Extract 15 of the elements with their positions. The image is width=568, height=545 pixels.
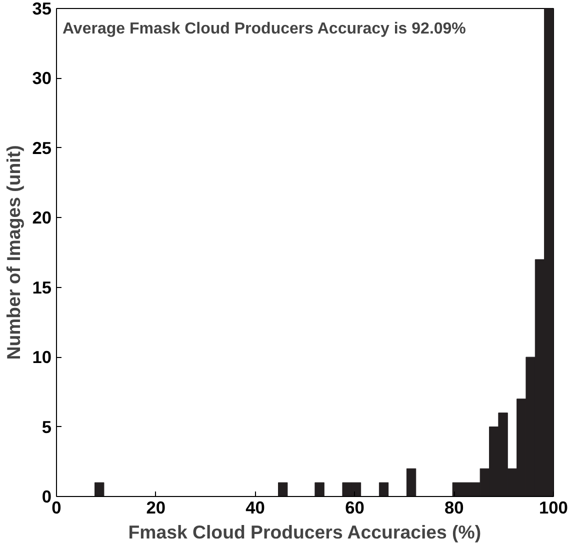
x-tick-label: 40 xyxy=(246,498,265,518)
x-tick-label: 80 xyxy=(444,498,464,518)
y-tick-label: 25 xyxy=(32,138,52,158)
y-tick-label: 35 xyxy=(32,0,52,18)
y-axis-title: Number of Images (unit) xyxy=(3,145,24,360)
x-tick-label: 20 xyxy=(146,498,166,518)
y-tick-label: 30 xyxy=(32,68,52,88)
x-tick-label: 100 xyxy=(539,498,568,518)
y-tick-label: 5 xyxy=(42,416,52,437)
annotation: Average Fmask Cloud Producers Accuracy is 92.09% xyxy=(62,20,466,38)
x-tick-label: 60 xyxy=(345,498,364,518)
y-tick-label: 15 xyxy=(32,277,52,298)
x-axis-title: Fmask Cloud Producers Accuracies (%) xyxy=(128,522,482,542)
y-tick-label: 10 xyxy=(32,347,52,368)
y-tick-label: 20 xyxy=(32,208,52,228)
